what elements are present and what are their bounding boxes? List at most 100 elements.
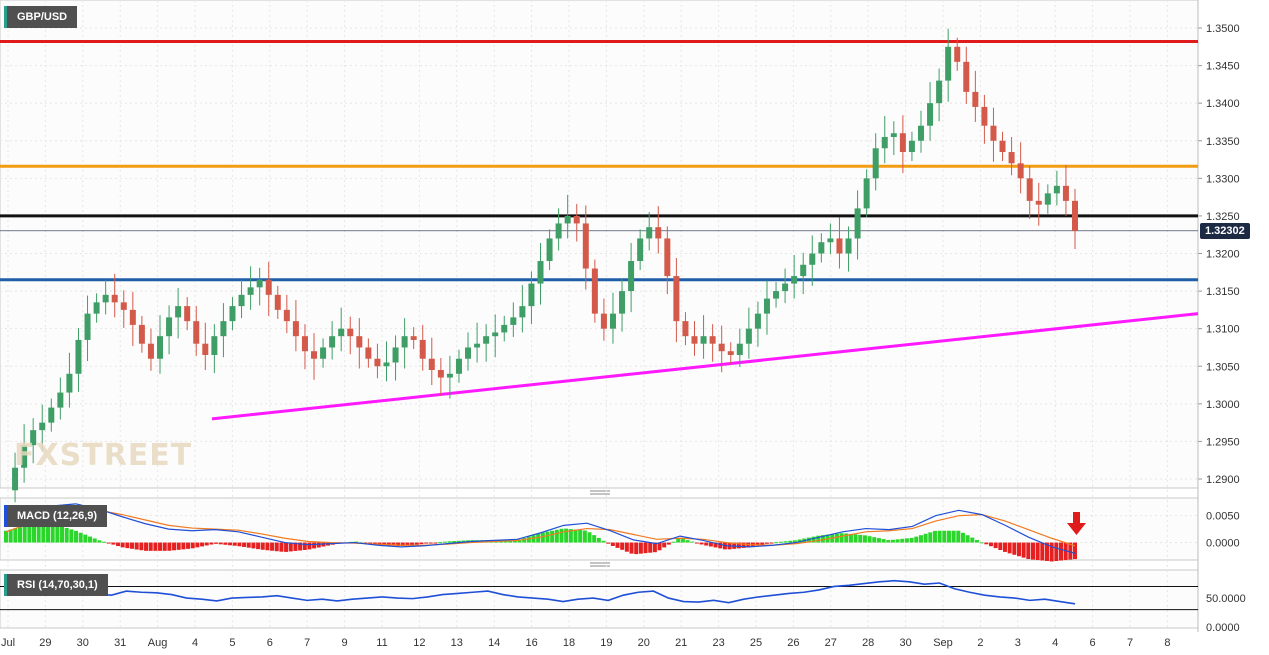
macd-histogram-bar — [125, 542, 130, 549]
macd-histogram-bar — [396, 542, 401, 546]
candle-body — [763, 298, 770, 314]
candle-body — [311, 351, 318, 359]
price-tick-label: 1.3350 — [1206, 136, 1240, 148]
candle-body — [193, 321, 200, 344]
candle — [347, 316, 354, 355]
macd-histogram-bar — [354, 541, 359, 543]
candle — [166, 305, 173, 355]
candle — [256, 267, 263, 306]
macd-histogram-bar — [792, 540, 797, 543]
macd-histogram-bar — [8, 529, 13, 543]
candle-body — [600, 313, 607, 329]
macd-histogram-bar — [218, 542, 223, 545]
candle-body — [736, 343, 743, 355]
macd-histogram-bar — [512, 540, 517, 543]
x-tick-label: 6 — [267, 637, 273, 649]
candle-body — [392, 347, 399, 363]
candle — [21, 424, 28, 483]
macd-histogram-bar — [46, 523, 51, 543]
candle-body — [573, 215, 580, 224]
x-tick-label: Sep — [933, 637, 953, 649]
macd-histogram-bar — [176, 542, 181, 550]
candle-body — [428, 358, 435, 371]
candle — [138, 315, 145, 353]
candle-body — [30, 430, 37, 446]
macd-histogram-bar — [102, 541, 107, 543]
candle — [1072, 188, 1078, 249]
down-arrow-head — [1067, 523, 1086, 535]
macd-histogram-bar — [848, 533, 853, 543]
candle — [963, 46, 970, 104]
x-tick-label: 5 — [229, 637, 235, 649]
candle — [691, 321, 698, 356]
candle-body — [646, 227, 653, 239]
macd-histogram-bar — [671, 541, 676, 543]
candle-body — [374, 358, 381, 367]
macd-histogram-bar — [937, 530, 942, 543]
candle — [320, 338, 327, 368]
macd-histogram-bar — [83, 534, 88, 543]
macd-histogram-bar — [116, 542, 121, 547]
candle-body — [75, 339, 82, 374]
macd-histogram-bar — [1044, 542, 1049, 561]
macd-histogram-bar — [1002, 542, 1007, 552]
candle — [66, 352, 73, 408]
macd-histogram-bar — [550, 530, 555, 543]
macd-histogram-bar — [648, 542, 653, 553]
macd-histogram-bar — [676, 538, 681, 543]
candle-body — [283, 309, 290, 322]
macd-histogram-bar — [522, 538, 527, 543]
macd-histogram-bar — [13, 528, 18, 543]
candle — [75, 327, 82, 392]
candle — [628, 242, 635, 313]
macd-histogram-bar — [974, 539, 979, 543]
candle-body — [609, 313, 616, 329]
x-tick-label: 2 — [977, 637, 983, 649]
candle — [220, 303, 227, 358]
candle — [637, 229, 644, 271]
candle — [175, 288, 182, 339]
candle-body — [999, 140, 1006, 153]
macd-histogram-bar — [414, 542, 419, 545]
macd-histogram-bar — [554, 529, 559, 543]
macd-histogram-bar — [690, 541, 695, 543]
price-tick-label: 1.3050 — [1206, 361, 1240, 373]
price-tick-label: 1.3400 — [1206, 98, 1240, 110]
macd-histogram-bar — [951, 530, 956, 543]
macd-histogram-bar — [386, 542, 391, 546]
macd-histogram-bar — [228, 542, 233, 546]
macd-histogram-bar — [293, 542, 298, 551]
candle — [157, 315, 164, 374]
candle-body — [827, 238, 834, 243]
candle-body — [927, 103, 934, 126]
price-tick-label: 1.2900 — [1206, 474, 1240, 486]
candle-body — [936, 80, 943, 104]
candle — [619, 279, 626, 332]
macd-histogram-bar — [186, 542, 191, 549]
candle-body — [229, 306, 236, 322]
candle-body — [347, 328, 354, 337]
candle — [129, 291, 136, 346]
candle — [283, 294, 290, 334]
macd-histogram-bar — [587, 532, 592, 543]
candle-body — [21, 445, 28, 468]
candle-body — [863, 178, 870, 209]
macd-histogram-bar — [424, 542, 429, 544]
macd-histogram-bar — [918, 535, 923, 543]
candle — [57, 377, 64, 420]
candle — [591, 259, 598, 323]
macd-histogram-bar — [316, 542, 321, 548]
macd-histogram-bar — [624, 542, 629, 552]
candle-body — [546, 238, 553, 262]
candle — [917, 110, 924, 153]
candle — [455, 349, 462, 383]
candle-body — [782, 283, 789, 292]
candle — [818, 233, 825, 263]
panel-frame — [0, 0, 1199, 489]
candle — [102, 279, 109, 315]
candle-body — [1026, 178, 1033, 201]
x-tick-label: 4 — [192, 637, 198, 649]
macd-histogram-bar — [302, 542, 307, 550]
candle-body — [745, 328, 752, 344]
macd-histogram-bar — [158, 542, 163, 551]
